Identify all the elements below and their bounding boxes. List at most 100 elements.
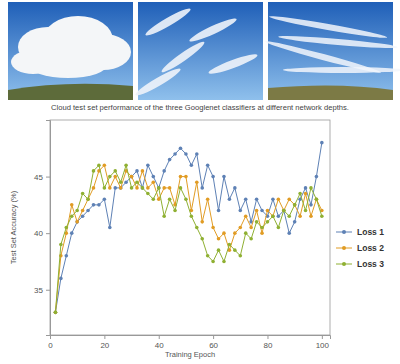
photo-cloud: [283, 67, 400, 73]
legend-label: Loss 3: [357, 259, 384, 269]
data-point: [200, 237, 204, 241]
data-point: [244, 231, 248, 235]
data-point: [200, 220, 204, 224]
data-point: [206, 254, 210, 258]
data-point: [217, 209, 221, 213]
data-point: [119, 180, 123, 184]
tick-label: 60: [209, 341, 218, 350]
series: [54, 141, 324, 314]
tick: 60: [209, 335, 218, 350]
legend-marker: [342, 230, 346, 234]
data-point: [200, 186, 204, 190]
data-point: [238, 254, 242, 258]
data-point: [238, 209, 242, 213]
tick-label: 35: [34, 286, 43, 295]
cloud-photo: [8, 2, 133, 100]
tick-mark: [46, 233, 50, 234]
data-point: [217, 248, 221, 252]
data-point: [287, 231, 291, 235]
legend-marker: [342, 262, 346, 266]
photo-cloud: [28, 50, 108, 78]
data-point: [54, 311, 58, 315]
data-point: [282, 209, 286, 213]
data-point: [103, 186, 107, 190]
tick: 40: [155, 335, 164, 350]
tick: 100: [316, 335, 330, 350]
data-point: [81, 214, 85, 218]
cloud-photo: [264, 2, 400, 100]
data-point: [179, 146, 183, 150]
chart: Cloud test set performance of the three …: [0, 0, 400, 364]
data-point: [233, 186, 237, 190]
tick-mark: [46, 177, 50, 178]
tick-mark: [159, 335, 160, 339]
data-point: [255, 197, 259, 201]
data-point: [135, 169, 139, 173]
data-point: [168, 158, 172, 162]
data-point: [141, 186, 145, 190]
data-point: [266, 209, 270, 213]
data-point: [173, 152, 177, 156]
data-point: [304, 186, 308, 190]
data-point: [75, 220, 79, 224]
tick-label: 80: [264, 341, 273, 350]
data-point: [244, 214, 248, 218]
data-point: [238, 226, 242, 230]
data-point: [287, 197, 291, 201]
tick-mark: [213, 335, 214, 339]
data-point: [108, 175, 112, 179]
data-point: [124, 163, 128, 167]
data-point: [130, 175, 134, 179]
data-point: [206, 197, 210, 201]
data-point: [113, 169, 117, 173]
tick-mark: [104, 335, 105, 339]
series-line: [55, 143, 321, 313]
data-point: [173, 209, 177, 213]
data-point: [92, 169, 96, 173]
data-point: [293, 203, 297, 207]
tick: 0: [48, 335, 53, 350]
legend: Loss 1Loss 2Loss 3: [336, 227, 384, 269]
data-point: [108, 226, 112, 230]
data-point: [217, 237, 221, 241]
x-axis: 0 20 40 60 80 100: [48, 335, 330, 350]
data-point: [168, 186, 172, 190]
data-point: [293, 220, 297, 224]
data-point: [97, 203, 101, 207]
photos: [8, 2, 400, 100]
tick-mark: [267, 335, 268, 339]
tick-label: 20: [100, 341, 109, 350]
tick-label: 40: [34, 229, 43, 238]
cloud-photo: [133, 2, 263, 100]
photo-sky: [8, 2, 133, 100]
data-point: [309, 214, 313, 218]
data-point: [304, 192, 308, 196]
data-point: [249, 237, 253, 241]
data-point: [271, 214, 275, 218]
data-point: [260, 209, 264, 213]
tick: 35: [34, 286, 50, 295]
data-point: [206, 163, 210, 167]
data-point: [86, 197, 90, 201]
data-point: [92, 186, 96, 190]
data-point: [228, 243, 232, 247]
data-point: [54, 311, 58, 315]
tick-mark: [46, 290, 50, 291]
data-point: [157, 197, 161, 201]
data-point: [309, 186, 313, 190]
data-point: [222, 231, 226, 235]
title: Cloud test set performance of the three …: [51, 103, 349, 112]
data-point: [81, 192, 85, 196]
data-point: [157, 186, 161, 190]
data-point: [222, 260, 226, 264]
data-point: [146, 186, 150, 190]
data-point: [179, 175, 183, 179]
x-axis-title: Training Epoch: [165, 350, 215, 359]
data-point: [277, 214, 281, 218]
data-point: [70, 231, 74, 235]
data-point: [152, 180, 156, 184]
tick-label: 45: [34, 173, 43, 182]
data-point: [282, 209, 286, 213]
data-point: [59, 277, 63, 281]
data-point: [271, 197, 275, 201]
